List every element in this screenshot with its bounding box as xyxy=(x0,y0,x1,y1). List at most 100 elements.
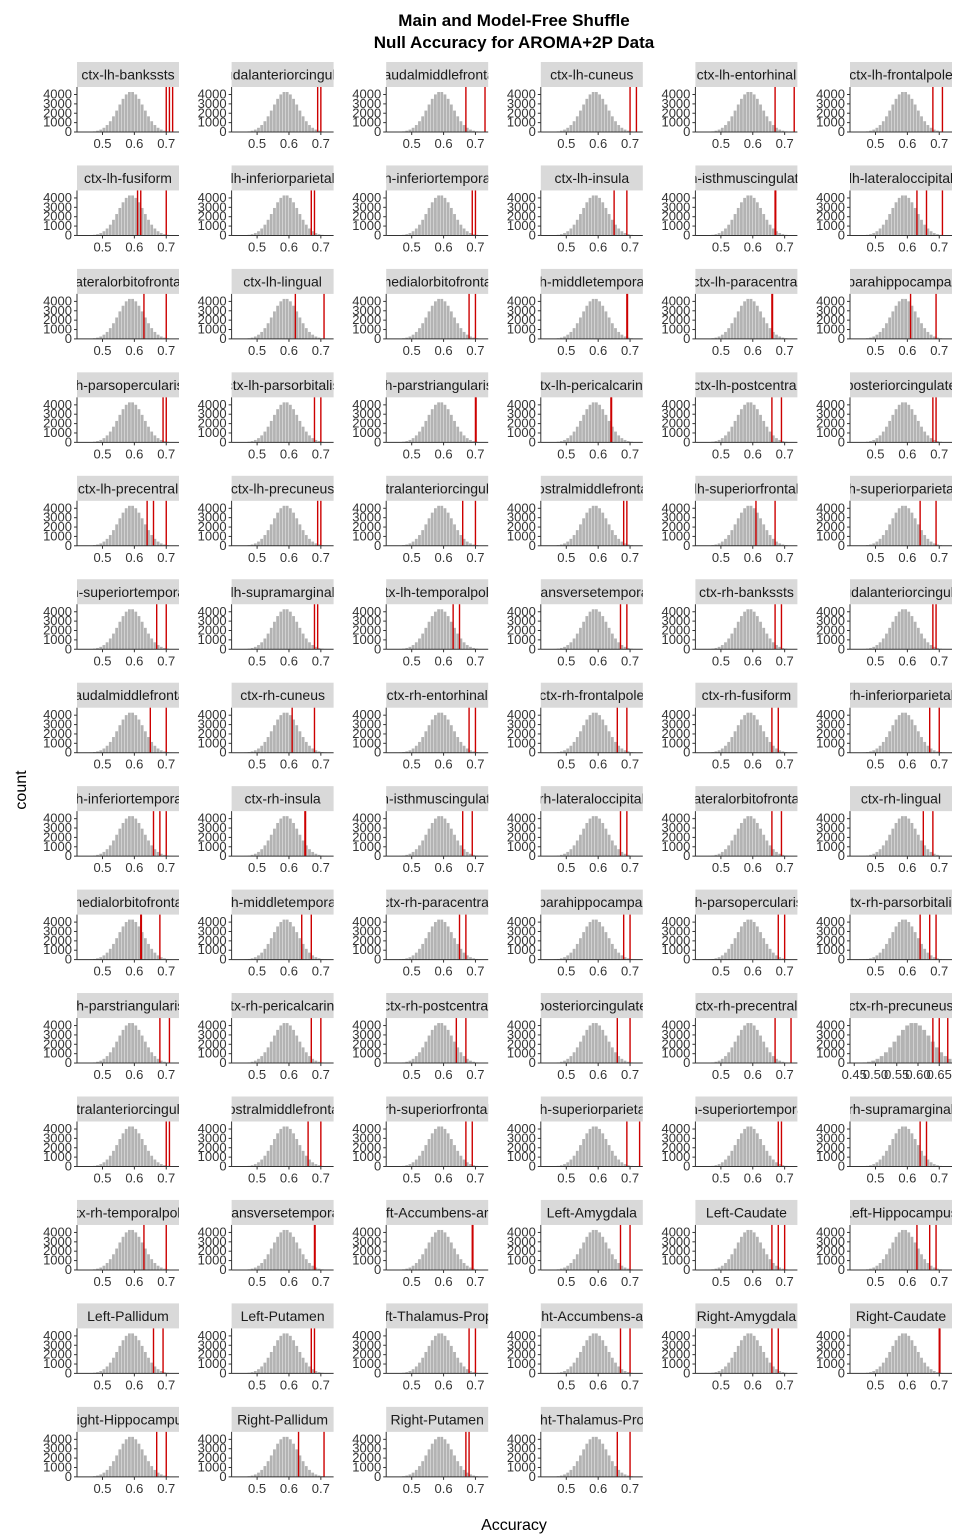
x-tick-label: 0.6 xyxy=(435,1481,453,1496)
x-tick-label: 0.7 xyxy=(157,1377,175,1392)
x-tick-label: 0.6 xyxy=(280,343,298,358)
y-tick-label: 3000 xyxy=(198,1337,227,1352)
x-tick-label: 0.7 xyxy=(776,1377,794,1392)
histogram-bar xyxy=(872,750,876,753)
histogram-bar xyxy=(569,1366,573,1374)
histogram-bar xyxy=(112,1461,115,1477)
histogram-bar xyxy=(250,1165,254,1167)
histogram-bar xyxy=(936,130,939,132)
histogram-bar xyxy=(762,731,766,753)
histogram-bar xyxy=(720,334,724,339)
y-tick-label: 4000 xyxy=(43,707,72,722)
x-tick-label: 0.6 xyxy=(589,239,607,254)
histogram-bar xyxy=(257,1472,260,1477)
histogram-bar xyxy=(781,441,785,443)
histogram-bar xyxy=(314,750,318,753)
histogram-bar xyxy=(617,642,621,650)
histogram-bar xyxy=(257,334,260,339)
histogram-bar xyxy=(904,195,907,236)
histogram-bar xyxy=(105,1366,109,1374)
histogram-bar xyxy=(298,317,302,339)
histogram-bar xyxy=(594,92,598,132)
histogram-bar xyxy=(736,414,740,443)
histogram-bar xyxy=(598,508,601,546)
facet-strip-label: Right-Thalamus-Proper xyxy=(519,1411,665,1427)
histogram-bar xyxy=(276,719,280,753)
x-tick-label: 0.7 xyxy=(466,343,484,358)
histogram-bar xyxy=(292,719,295,753)
x-tick-label: 0.55 xyxy=(884,1067,909,1082)
y-tick-label: 1000 xyxy=(816,322,845,337)
facet-strip xyxy=(77,579,179,605)
facet-strip xyxy=(695,372,798,398)
y-tick-label: 2000 xyxy=(507,105,536,120)
histogram-bar xyxy=(405,854,409,857)
histogram-bar xyxy=(99,1164,103,1167)
histogram-bar xyxy=(115,1145,119,1167)
histogram-bar xyxy=(717,336,721,339)
histogram-bar xyxy=(105,435,109,443)
histogram-bar xyxy=(269,214,273,236)
histogram-bar xyxy=(159,439,163,443)
histogram-bar xyxy=(150,121,154,132)
y-tick-label: 1000 xyxy=(816,1356,845,1371)
histogram-bar xyxy=(279,404,283,443)
histogram-bar xyxy=(778,750,782,753)
histogram-bar xyxy=(308,1262,311,1270)
histogram-bar xyxy=(421,219,425,236)
histogram-bar xyxy=(575,530,579,546)
x-tick-label: 0.5 xyxy=(712,1274,730,1289)
y-tick-label: 2000 xyxy=(352,312,381,327)
histogram-bar xyxy=(298,1041,302,1064)
histogram-bar xyxy=(411,645,415,650)
histogram-bar xyxy=(881,1362,885,1374)
x-tick-label: 0.7 xyxy=(776,343,794,358)
histogram-bar xyxy=(128,195,131,236)
histogram-bar xyxy=(875,1265,879,1270)
y-tick-label: 4000 xyxy=(198,1431,227,1446)
x-tick-label: 0.5 xyxy=(866,550,884,565)
histogram-bar xyxy=(250,1268,254,1270)
x-tick-label: 0.5 xyxy=(403,550,421,565)
histogram-bar xyxy=(269,938,273,960)
histogram-bar xyxy=(159,1474,163,1477)
histogram-bar xyxy=(740,926,743,960)
histogram-bar xyxy=(743,94,746,132)
histogram-bar xyxy=(916,627,920,650)
histogram-bar xyxy=(465,748,469,753)
histogram-bar xyxy=(579,420,582,443)
histogram-bar xyxy=(156,127,160,132)
histogram-bar xyxy=(459,1362,463,1374)
y-tick-label: 2000 xyxy=(43,933,72,948)
histogram-bar xyxy=(730,1254,734,1270)
y-tick-label: 4000 xyxy=(352,397,381,412)
histogram-bar xyxy=(614,845,617,857)
histogram-bar xyxy=(775,851,778,857)
histogram-bar xyxy=(285,816,289,857)
histogram-bar xyxy=(894,822,898,857)
histogram-bar xyxy=(472,441,476,443)
histogram-bar xyxy=(891,1345,895,1374)
histogram-bar xyxy=(749,1333,753,1374)
x-tick-label: 0.6 xyxy=(589,964,607,979)
y-tick-label: 3000 xyxy=(816,717,845,732)
y-tick-label: 1000 xyxy=(43,1459,72,1474)
histogram-bar xyxy=(276,202,280,236)
histogram-bar xyxy=(411,1058,415,1064)
y-tick-label: 0 xyxy=(683,538,690,553)
histogram-bar xyxy=(288,1335,292,1374)
histogram-bar xyxy=(923,535,927,546)
histogram-bar xyxy=(572,638,576,650)
histogram-bar xyxy=(563,336,566,339)
x-tick-label: 0.6 xyxy=(280,1171,298,1186)
histogram-bar xyxy=(430,616,434,650)
y-tick-label: 3000 xyxy=(198,510,227,525)
facet-strip xyxy=(850,1096,952,1122)
histogram-bar xyxy=(775,438,778,443)
histogram-bar xyxy=(929,438,933,443)
y-tick-label: 1000 xyxy=(352,1459,381,1474)
x-tick-label: 0.7 xyxy=(466,1171,484,1186)
facet-strip xyxy=(695,889,798,915)
histogram-bar xyxy=(771,538,775,546)
